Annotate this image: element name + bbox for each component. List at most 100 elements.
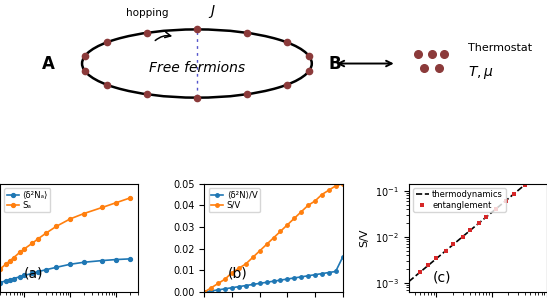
S/V (305, 204, 311, 207)
⟨δ²N⟩/V (333, 270, 339, 273)
⟨δ²N⟩/V (236, 285, 242, 288)
⟨δ²Nₐ⟩ (53, 266, 60, 269)
⟨δ²Nₐ⟩ (127, 257, 133, 261)
entanglement (483, 215, 490, 219)
⟨δ²Nₐ⟩ (67, 263, 73, 266)
entanglement (522, 183, 528, 187)
entanglement (417, 270, 423, 274)
S/V (298, 210, 305, 214)
Text: B: B (328, 55, 341, 72)
⟨δ²N⟩/V (339, 256, 346, 259)
⟨δ²Nₐ⟩ (99, 259, 106, 262)
Sₐ (81, 212, 88, 215)
⟨δ²Nₐ⟩ (7, 278, 14, 281)
Line: ⟨δ²N⟩/V: ⟨δ²N⟩/V (203, 256, 344, 294)
S/V (257, 249, 263, 253)
Legend: ⟨δ²Nₐ⟩, Sₐ: ⟨δ²Nₐ⟩, Sₐ (4, 188, 50, 212)
S/V (339, 182, 346, 186)
Sₐ (29, 241, 36, 245)
Text: $T, \mu$: $T, \mu$ (468, 64, 493, 81)
Legend: thermodynamics, entanglement: thermodynamics, entanglement (413, 188, 505, 212)
S/V (236, 266, 242, 270)
Text: (b): (b) (228, 267, 248, 281)
S/V (325, 188, 332, 192)
S/V (277, 229, 284, 233)
Text: hopping: hopping (126, 8, 169, 18)
S/V (270, 236, 277, 240)
entanglement (532, 175, 538, 179)
S/V (333, 184, 339, 188)
⟨δ²N⟩/V (312, 273, 318, 277)
Sₐ (0, 267, 3, 271)
entanglement (476, 221, 483, 225)
S/V (291, 217, 298, 220)
⟨δ²N⟩/V (291, 276, 298, 280)
⟨δ²N⟩/V (257, 282, 263, 285)
Line: ⟨δ²Nₐ⟩: ⟨δ²Nₐ⟩ (0, 257, 132, 285)
S/V (222, 277, 229, 281)
S/V (284, 223, 290, 227)
⟨δ²N⟩/V (208, 289, 214, 293)
Text: $J$: $J$ (208, 3, 216, 20)
⟨δ²N⟩/V (263, 280, 270, 284)
Text: Free fermions: Free fermions (149, 61, 245, 75)
⟨δ²Nₐ⟩ (34, 270, 41, 274)
thermodynamics (405, 280, 412, 283)
⟨δ²Nₐ⟩ (81, 260, 88, 264)
entanglement (467, 228, 473, 232)
entanglement (493, 207, 499, 211)
⟨δ²N⟩/V (298, 275, 305, 279)
entanglement (450, 243, 456, 246)
⟨δ²N⟩/V (229, 286, 235, 289)
Sₐ (99, 206, 106, 209)
thermodynamics (431, 258, 438, 262)
S/V (215, 282, 222, 285)
⟨δ²N⟩/V (215, 288, 222, 292)
Sₐ (43, 231, 49, 235)
entanglement (443, 249, 450, 252)
S/V (249, 256, 256, 259)
⟨δ²Nₐ⟩ (29, 272, 36, 275)
⟨δ²N⟩/V (325, 271, 332, 274)
entanglement (510, 192, 517, 196)
Sₐ (34, 237, 41, 241)
S/V (208, 286, 214, 289)
⟨δ²Nₐ⟩ (16, 275, 23, 279)
Text: A: A (42, 55, 55, 72)
Text: (c): (c) (432, 270, 451, 284)
Sₐ (3, 263, 9, 266)
⟨δ²N⟩/V (318, 272, 325, 275)
⟨δ²N⟩/V (270, 280, 277, 283)
⟨δ²Nₐ⟩ (3, 279, 9, 283)
⟨δ²N⟩/V (249, 283, 256, 286)
Sₐ (21, 247, 27, 251)
Sₐ (10, 256, 17, 259)
⟨δ²Nₐ⟩ (113, 258, 119, 261)
Text: (a): (a) (24, 267, 43, 281)
⟨δ²N⟩/V (277, 278, 284, 282)
S/V (318, 193, 325, 196)
thermodynamics (411, 275, 418, 279)
S/V (263, 243, 270, 246)
Y-axis label: S/V: S/V (359, 229, 370, 247)
thermodynamics (544, 164, 547, 168)
S/V (242, 262, 249, 266)
Line: entanglement: entanglement (405, 174, 537, 285)
entanglement (433, 257, 440, 260)
thermodynamics (443, 249, 449, 253)
⟨δ²N⟩/V (284, 277, 290, 281)
S/V (201, 290, 208, 294)
⟨δ²Nₐ⟩ (43, 268, 49, 271)
entanglement (503, 199, 509, 203)
thermodynamics (414, 273, 421, 276)
⟨δ²N⟩/V (305, 274, 311, 277)
thermodynamics (532, 174, 538, 178)
thermodynamics (537, 170, 543, 174)
Legend: ⟨δ²N⟩/V, S/V: ⟨δ²N⟩/V, S/V (209, 188, 260, 212)
⟨δ²N⟩/V (242, 284, 249, 287)
S/V (229, 271, 235, 274)
⟨δ²Nₐ⟩ (0, 281, 3, 284)
⟨δ²Nₐ⟩ (10, 277, 17, 280)
entanglement (424, 263, 431, 267)
Sₐ (53, 225, 60, 228)
